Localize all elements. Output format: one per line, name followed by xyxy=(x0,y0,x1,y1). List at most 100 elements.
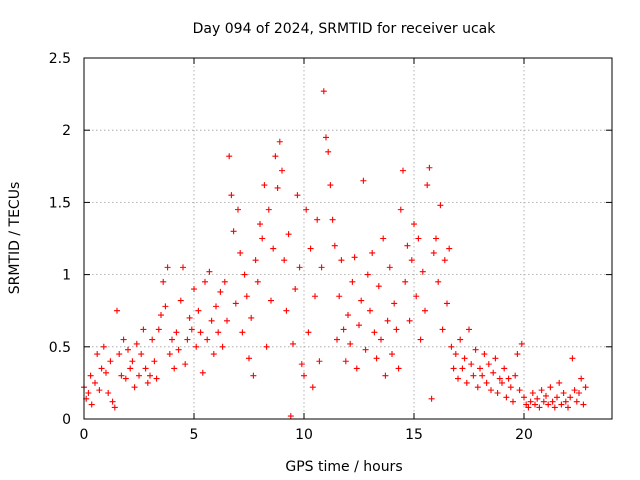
data-point xyxy=(292,286,299,293)
data-point xyxy=(422,307,428,314)
data-point xyxy=(261,182,268,189)
data-point xyxy=(221,278,228,285)
data-point xyxy=(450,365,457,372)
data-point xyxy=(239,329,246,336)
data-point xyxy=(279,167,285,174)
data-point xyxy=(562,398,569,405)
data-point xyxy=(254,278,261,285)
y-tick-label: 2.5 xyxy=(49,51,71,67)
data-point xyxy=(105,390,112,397)
data-point xyxy=(580,401,587,408)
data-point xyxy=(140,326,147,333)
data-point xyxy=(202,278,208,285)
data-point xyxy=(208,317,215,324)
data-point xyxy=(360,177,367,184)
data-point xyxy=(356,322,362,329)
data-point xyxy=(265,206,272,213)
data-point xyxy=(116,351,123,358)
data-point xyxy=(285,231,292,238)
data-point xyxy=(338,257,345,264)
data-point xyxy=(98,365,105,372)
data-point xyxy=(164,264,171,271)
data-point xyxy=(272,153,279,160)
data-point xyxy=(325,148,332,155)
data-point xyxy=(329,216,336,223)
data-point xyxy=(470,372,477,379)
data-point xyxy=(393,326,400,333)
data-point xyxy=(578,375,585,382)
data-point xyxy=(151,358,158,365)
y-tick-label: 0.5 xyxy=(49,340,71,356)
data-point xyxy=(191,286,197,293)
data-point xyxy=(96,387,103,394)
x-tick-label: 5 xyxy=(190,427,199,443)
data-point xyxy=(415,235,422,242)
data-point xyxy=(477,365,483,372)
data-point xyxy=(331,242,338,249)
data-point xyxy=(107,358,114,365)
data-point xyxy=(193,343,200,350)
data-point xyxy=(521,394,527,401)
data-point xyxy=(283,307,290,314)
data-point xyxy=(169,336,175,343)
data-point xyxy=(197,329,204,336)
data-point xyxy=(336,293,343,300)
data-point xyxy=(131,384,138,391)
data-point xyxy=(88,401,95,408)
data-point xyxy=(375,283,382,290)
data-point xyxy=(386,264,393,271)
data-point xyxy=(287,413,294,420)
data-point xyxy=(323,134,329,141)
data-point xyxy=(120,336,127,343)
data-point xyxy=(364,271,371,278)
y-tick-labels: 0 0.5 1 1.5 2 2.5 xyxy=(49,51,71,428)
data-point xyxy=(230,228,237,235)
data-point xyxy=(92,379,98,386)
data-point xyxy=(100,343,107,350)
data-point xyxy=(155,326,162,333)
data-point xyxy=(309,384,316,391)
y-tick-label: 2 xyxy=(62,123,71,139)
data-point xyxy=(349,278,356,285)
data-point xyxy=(532,401,538,408)
data-point xyxy=(369,249,376,256)
data-point xyxy=(567,394,574,401)
data-point xyxy=(503,394,510,401)
data-point xyxy=(483,379,490,386)
x-axis-label: GPS time / hours xyxy=(285,459,402,475)
data-point xyxy=(444,300,450,307)
data-point xyxy=(510,398,516,405)
data-point xyxy=(122,375,129,382)
data-point xyxy=(250,372,257,379)
data-point xyxy=(371,329,378,336)
data-point xyxy=(514,351,521,358)
data-point xyxy=(547,384,554,391)
data-point xyxy=(235,206,241,213)
data-point xyxy=(525,404,532,411)
data-point xyxy=(162,303,169,310)
data-point xyxy=(439,326,446,333)
data-point xyxy=(565,404,571,411)
data-point xyxy=(180,264,186,271)
data-point xyxy=(136,372,142,379)
data-point xyxy=(228,192,235,199)
data-point xyxy=(505,375,512,382)
data-point xyxy=(129,358,136,365)
data-point xyxy=(404,242,411,249)
data-point xyxy=(318,264,325,271)
data-point xyxy=(430,249,437,256)
data-point xyxy=(455,375,461,382)
data-point xyxy=(554,394,560,401)
data-point xyxy=(499,379,505,386)
data-point xyxy=(171,365,178,372)
data-point xyxy=(144,379,151,386)
data-point xyxy=(182,361,189,368)
data-point xyxy=(111,404,118,411)
data-point xyxy=(468,361,475,368)
data-point xyxy=(153,375,160,382)
x-tick-label: 10 xyxy=(295,427,313,443)
data-point xyxy=(479,372,486,379)
data-point xyxy=(481,351,488,358)
data-point xyxy=(268,297,274,304)
data-point xyxy=(424,182,431,189)
